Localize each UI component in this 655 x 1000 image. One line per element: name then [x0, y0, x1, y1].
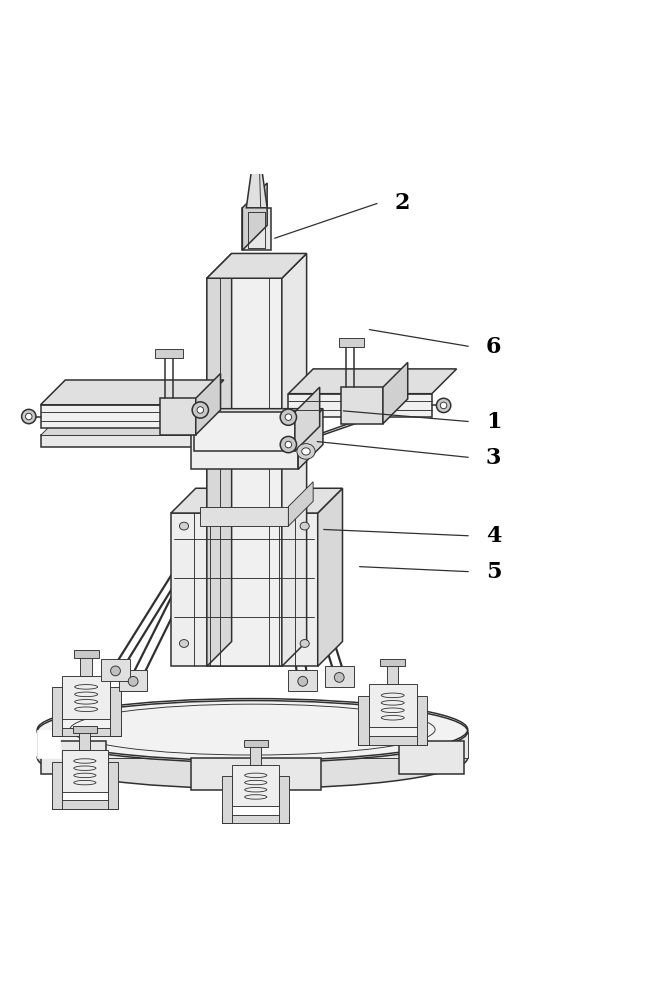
- Polygon shape: [52, 762, 62, 809]
- Ellipse shape: [179, 640, 189, 647]
- Polygon shape: [41, 741, 105, 774]
- Polygon shape: [279, 776, 289, 823]
- Polygon shape: [358, 696, 369, 745]
- Ellipse shape: [22, 409, 36, 424]
- Polygon shape: [246, 133, 267, 208]
- Text: 2: 2: [395, 192, 410, 214]
- Polygon shape: [233, 765, 279, 806]
- Polygon shape: [37, 732, 468, 758]
- Polygon shape: [339, 338, 364, 347]
- Ellipse shape: [285, 414, 291, 420]
- Polygon shape: [369, 684, 417, 727]
- Ellipse shape: [111, 666, 121, 676]
- Polygon shape: [387, 664, 398, 684]
- Polygon shape: [41, 380, 224, 405]
- Ellipse shape: [26, 413, 32, 420]
- Ellipse shape: [37, 727, 468, 789]
- Polygon shape: [400, 741, 464, 774]
- Polygon shape: [52, 687, 62, 736]
- Polygon shape: [119, 670, 147, 691]
- Polygon shape: [288, 369, 457, 394]
- Ellipse shape: [334, 673, 344, 682]
- Text: 1: 1: [486, 411, 502, 433]
- Polygon shape: [242, 208, 271, 250]
- Ellipse shape: [436, 398, 451, 413]
- Polygon shape: [295, 387, 320, 451]
- Ellipse shape: [192, 402, 208, 418]
- Polygon shape: [250, 745, 261, 765]
- Polygon shape: [288, 394, 432, 417]
- Ellipse shape: [179, 522, 189, 530]
- Polygon shape: [298, 409, 323, 469]
- Polygon shape: [341, 387, 383, 424]
- Polygon shape: [244, 740, 268, 747]
- Polygon shape: [171, 513, 318, 666]
- Polygon shape: [81, 656, 92, 676]
- Polygon shape: [108, 762, 118, 809]
- Polygon shape: [223, 815, 289, 823]
- Polygon shape: [171, 488, 343, 513]
- Polygon shape: [325, 666, 354, 687]
- Polygon shape: [191, 433, 298, 469]
- Polygon shape: [41, 411, 229, 435]
- Ellipse shape: [297, 444, 315, 459]
- Ellipse shape: [37, 701, 468, 763]
- Polygon shape: [52, 800, 118, 809]
- Polygon shape: [62, 676, 110, 719]
- Ellipse shape: [285, 441, 291, 448]
- Text: 3: 3: [486, 447, 501, 469]
- Ellipse shape: [300, 522, 309, 530]
- Text: 6: 6: [486, 336, 502, 358]
- Polygon shape: [73, 650, 99, 658]
- Text: 5: 5: [486, 561, 502, 583]
- Polygon shape: [288, 482, 313, 526]
- Polygon shape: [52, 728, 121, 736]
- Polygon shape: [242, 183, 267, 250]
- Ellipse shape: [302, 448, 310, 455]
- Polygon shape: [191, 409, 323, 433]
- Polygon shape: [191, 758, 321, 790]
- Ellipse shape: [280, 436, 297, 453]
- Polygon shape: [358, 736, 427, 745]
- Polygon shape: [155, 349, 183, 358]
- Ellipse shape: [128, 676, 138, 686]
- Polygon shape: [160, 398, 196, 435]
- Polygon shape: [318, 488, 343, 666]
- Ellipse shape: [197, 407, 204, 413]
- Polygon shape: [200, 507, 288, 526]
- Polygon shape: [196, 373, 221, 435]
- Ellipse shape: [298, 676, 308, 686]
- Polygon shape: [101, 659, 130, 681]
- Polygon shape: [62, 750, 108, 792]
- Polygon shape: [288, 670, 317, 691]
- Polygon shape: [194, 412, 295, 451]
- Polygon shape: [73, 726, 97, 733]
- Polygon shape: [207, 253, 232, 666]
- Polygon shape: [417, 696, 427, 745]
- Polygon shape: [41, 435, 204, 447]
- Polygon shape: [223, 776, 233, 823]
- Polygon shape: [383, 362, 407, 424]
- Polygon shape: [110, 687, 121, 736]
- Polygon shape: [41, 405, 199, 428]
- Polygon shape: [380, 659, 405, 666]
- Polygon shape: [79, 731, 90, 750]
- Polygon shape: [207, 253, 307, 278]
- Ellipse shape: [300, 640, 309, 647]
- Ellipse shape: [280, 409, 297, 425]
- Text: 4: 4: [486, 525, 501, 547]
- Polygon shape: [207, 278, 282, 666]
- Polygon shape: [37, 730, 60, 758]
- Ellipse shape: [440, 402, 447, 409]
- Polygon shape: [282, 253, 307, 666]
